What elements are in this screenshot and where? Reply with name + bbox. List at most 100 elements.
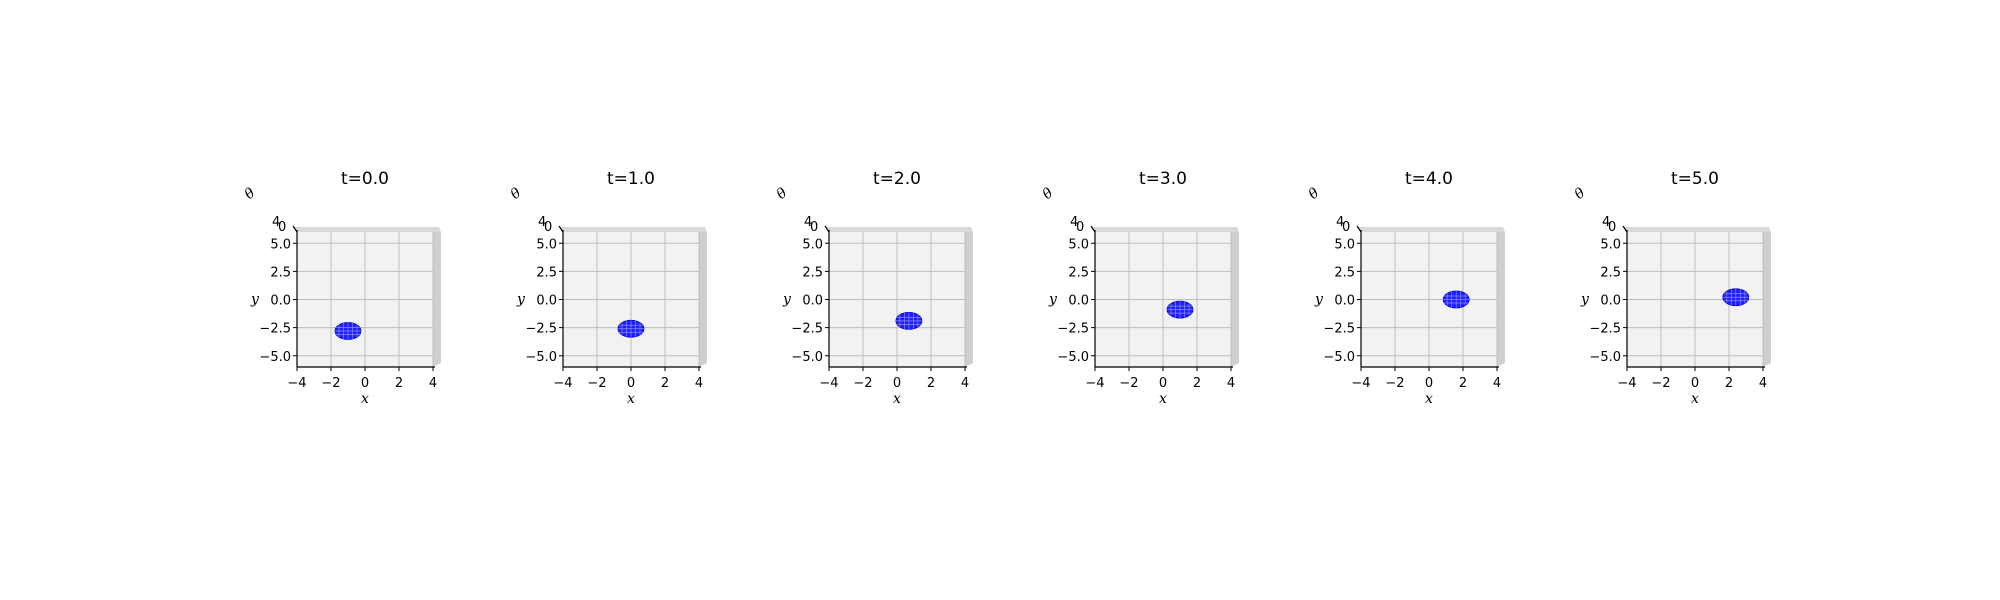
x-tick-label: 4 [1493, 376, 1501, 391]
x-tick-label: −2 [1651, 376, 1670, 391]
y-tick-label: 0.0 [1334, 294, 1355, 309]
y-axis-label: y [516, 292, 526, 308]
x-tick-label: −2 [1385, 376, 1404, 391]
y-tick-label: 2.5 [1334, 265, 1355, 280]
y-tick-label: −5.0 [791, 350, 823, 365]
z-axis-line [1622, 225, 1628, 233]
y-tick-label: −2.5 [791, 322, 823, 337]
y-tick-label: −2.5 [1323, 322, 1355, 337]
z-tick-label: 4 [1336, 215, 1344, 230]
z-tick-label: 4 [804, 215, 812, 230]
y-tick-label: 2.5 [1600, 265, 1621, 280]
z-axis-label: θ [1306, 185, 1323, 203]
x-tick-label: 2 [395, 376, 403, 391]
subplot-title: t=1.0 [607, 169, 655, 189]
z-tick-label: 4 [1070, 215, 1078, 230]
top-pane [559, 227, 707, 232]
top-pane [1623, 227, 1771, 232]
subplot-title: t=5.0 [1671, 169, 1719, 189]
x-axis-label: x [1159, 391, 1167, 407]
top-pane [293, 227, 441, 232]
y-axis-label: y [250, 292, 260, 308]
right-pane [699, 232, 707, 367]
x-tick-label: 2 [1459, 376, 1467, 391]
top-pane [825, 227, 973, 232]
x-tick-label: −2 [321, 376, 340, 391]
right-pane [1497, 232, 1505, 367]
z-tick-label: 4 [538, 215, 546, 230]
x-tick-label: −2 [853, 376, 872, 391]
z-tick-label: 4 [1602, 215, 1610, 230]
y-tick-label: 0.0 [270, 294, 291, 309]
y-tick-label: 5.0 [270, 237, 291, 252]
x-tick-label: −2 [1119, 376, 1138, 391]
y-tick-label: −2.5 [1057, 322, 1089, 337]
z-axis-line [1090, 225, 1096, 233]
y-tick-label: 5.0 [1600, 237, 1621, 252]
y-tick-label: 2.5 [802, 265, 823, 280]
x-tick-label: 4 [961, 376, 969, 391]
y-tick-label: 0.0 [802, 294, 823, 309]
y-tick-label: −5.0 [1589, 350, 1621, 365]
x-tick-label: 2 [927, 376, 935, 391]
z-axis-label: θ [242, 185, 259, 203]
y-tick-label: 0.0 [536, 294, 557, 309]
top-pane [1357, 227, 1505, 232]
z-axis-line [558, 225, 564, 233]
y-axis-label: y [782, 292, 792, 308]
y-tick-label: 0.0 [1600, 294, 1621, 309]
y-tick-label: 2.5 [270, 265, 291, 280]
right-pane [1763, 232, 1771, 367]
x-tick-label: 4 [695, 376, 703, 391]
x-tick-label: 0 [893, 376, 901, 391]
x-tick-label: 4 [429, 376, 437, 391]
subplot-title: t=2.0 [873, 169, 921, 189]
x-tick-label: 0 [361, 376, 369, 391]
right-pane [965, 232, 973, 367]
x-tick-label: 2 [661, 376, 669, 391]
x-tick-label: 0 [1425, 376, 1433, 391]
z-tick-label: 0 [278, 220, 286, 235]
y-tick-label: −2.5 [1589, 322, 1621, 337]
y-tick-label: 5.0 [802, 237, 823, 252]
right-pane [1231, 232, 1239, 367]
y-tick-label: −2.5 [525, 322, 557, 337]
x-tick-label: −4 [287, 376, 306, 391]
z-tick-label: 0 [544, 220, 552, 235]
x-axis-label: x [1425, 391, 1433, 407]
y-tick-label: 5.0 [1334, 237, 1355, 252]
z-tick-label: 4 [272, 215, 280, 230]
x-tick-label: 2 [1725, 376, 1733, 391]
z-axis-line [1356, 225, 1362, 233]
z-axis-label: θ [1040, 185, 1057, 203]
y-tick-label: −5.0 [1323, 350, 1355, 365]
x-axis-label: x [893, 391, 901, 407]
z-tick-label: 0 [1342, 220, 1350, 235]
z-axis-label: θ [508, 185, 525, 203]
y-axis-label: y [1048, 292, 1058, 308]
z-axis-label: θ [1572, 185, 1589, 203]
y-tick-label: 0.0 [1068, 294, 1089, 309]
y-axis-label: y [1314, 292, 1324, 308]
x-tick-label: −4 [1085, 376, 1104, 391]
right-pane [433, 232, 441, 367]
x-tick-label: 0 [1691, 376, 1699, 391]
x-axis-label: x [1691, 391, 1699, 407]
x-tick-label: 4 [1759, 376, 1767, 391]
top-pane [1091, 227, 1239, 232]
x-tick-label: −4 [819, 376, 838, 391]
z-tick-label: 0 [1076, 220, 1084, 235]
x-tick-label: −4 [553, 376, 572, 391]
z-axis-line [292, 225, 298, 233]
y-tick-label: 2.5 [1068, 265, 1089, 280]
y-tick-label: 5.0 [536, 237, 557, 252]
y-tick-label: 5.0 [1068, 237, 1089, 252]
x-tick-label: 4 [1227, 376, 1235, 391]
subplot-title: t=0.0 [341, 169, 389, 189]
x-tick-label: 2 [1193, 376, 1201, 391]
